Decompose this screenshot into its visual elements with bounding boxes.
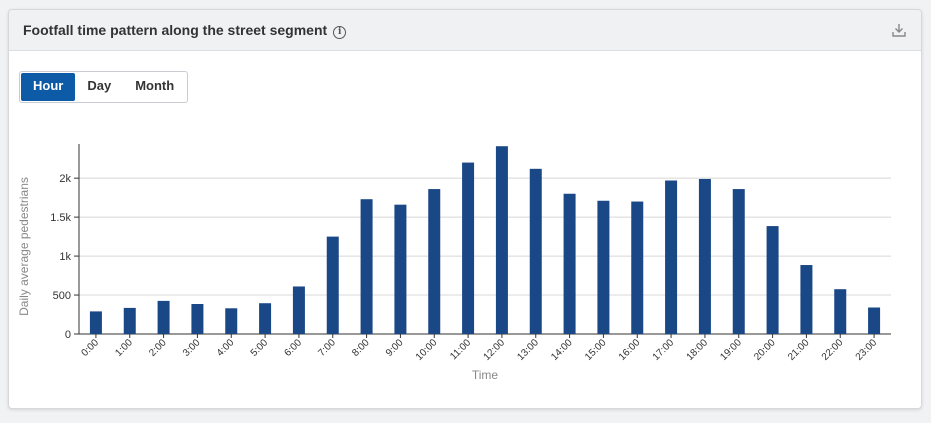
bar-1000[interactable] (428, 189, 441, 334)
x-tick-label: 9:00 (384, 337, 406, 359)
x-tick-label: 4:00 (215, 337, 237, 359)
x-tick-label: 22:00 (820, 337, 846, 363)
bar-100[interactable] (123, 307, 136, 334)
x-tick-label: 7:00 (316, 337, 338, 359)
x-tick-label: 8:00 (350, 337, 372, 359)
bar-1700[interactable] (665, 180, 678, 334)
bar-2100[interactable] (800, 265, 813, 334)
x-tick-label: 16:00 (617, 337, 643, 363)
card-title: Footfall time pattern along the street s… (23, 22, 347, 39)
bar-700[interactable] (326, 236, 339, 334)
x-tick-label: 6:00 (282, 337, 304, 359)
bar-1100[interactable] (462, 162, 475, 334)
bar-2200[interactable] (834, 289, 847, 334)
bar-2300[interactable] (868, 307, 881, 334)
bar-1300[interactable] (529, 168, 542, 334)
x-tick-label: 18:00 (685, 337, 711, 363)
bar-1500[interactable] (597, 200, 610, 334)
bar-900[interactable] (394, 204, 407, 334)
x-tick-label: 23:00 (854, 337, 880, 363)
bar-400[interactable] (225, 308, 238, 334)
bar-1800[interactable] (698, 178, 711, 334)
download-icon[interactable] (891, 22, 907, 38)
bar-800[interactable] (360, 199, 373, 334)
x-axis-title: Time (472, 368, 499, 382)
chart-card: Footfall time pattern along the street s… (8, 9, 922, 409)
tab-day[interactable]: Day (87, 78, 112, 93)
x-tick-label: 21:00 (786, 337, 812, 363)
x-tick-label: 2:00 (147, 337, 169, 359)
bar-1400[interactable] (563, 193, 576, 334)
x-tick-label: 12:00 (482, 337, 508, 363)
bar-200[interactable] (157, 300, 170, 334)
tab-hour[interactable]: Hour (21, 73, 76, 101)
x-tick-label: 1:00 (113, 337, 135, 359)
x-tick-label: 15:00 (583, 337, 609, 363)
x-tick-label: 3:00 (181, 337, 203, 359)
info-icon[interactable]: i (333, 26, 347, 39)
y-tick-label: 500 (53, 290, 71, 302)
x-tick-label: 14:00 (549, 337, 575, 363)
card-header: Footfall time pattern along the street s… (9, 10, 921, 51)
x-tick-label: 11:00 (448, 337, 473, 362)
bar-500[interactable] (259, 303, 272, 334)
y-tick-label: 1.5k (50, 212, 71, 224)
y-tick-label: 2k (59, 173, 71, 185)
bar-1900[interactable] (732, 189, 745, 334)
chart-area: 0 500 1k 1.5k 2k 0:00 1:00 2:00 3:00 4:00 5:00 6:00… (9, 10, 921, 408)
bar-chart: 0 500 1k 1.5k 2k 0:00 1:00 2:00 3:00 4:00 5:00 6:00… (17, 144, 891, 382)
y-tick-label: 0 (65, 329, 71, 341)
x-tick-label: 0:00 (79, 337, 101, 359)
x-tick-label: 20:00 (752, 337, 778, 363)
time-granularity-tabs: Hour Day Month (19, 71, 189, 103)
bar-1600[interactable] (631, 201, 644, 334)
x-tick-label: 5:00 (249, 337, 271, 359)
y-tick-label: 1k (59, 251, 71, 263)
x-tick-label: 17:00 (651, 337, 677, 363)
x-tick-label: 13:00 (515, 337, 541, 363)
card-title-text: Footfall time pattern along the street s… (23, 22, 328, 38)
bar-1200[interactable] (495, 146, 508, 334)
tab-month[interactable]: Month (135, 78, 175, 93)
x-tick-label: 10:00 (414, 337, 440, 363)
bar-600[interactable] (292, 286, 305, 334)
bar-000[interactable] (89, 311, 102, 334)
bar-2000[interactable] (766, 226, 779, 334)
bar-300[interactable] (191, 304, 204, 334)
y-axis-title: Daily average pedestrians (17, 177, 31, 316)
x-tick-label: 19:00 (718, 337, 744, 363)
